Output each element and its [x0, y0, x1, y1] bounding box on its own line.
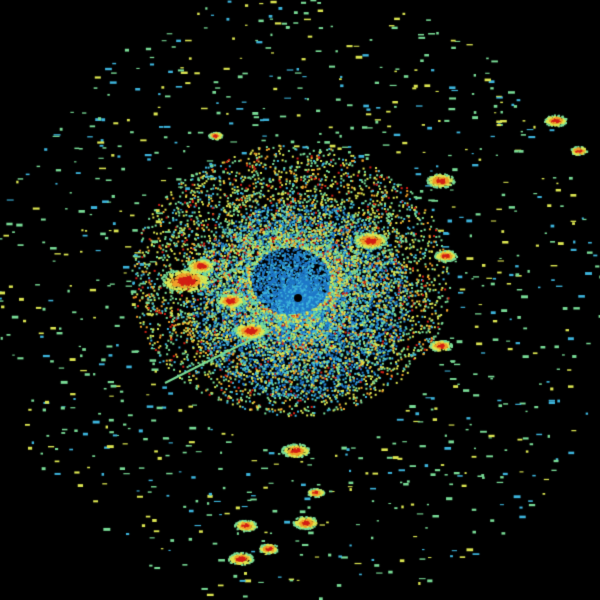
radar-scan-image: [0, 0, 600, 600]
